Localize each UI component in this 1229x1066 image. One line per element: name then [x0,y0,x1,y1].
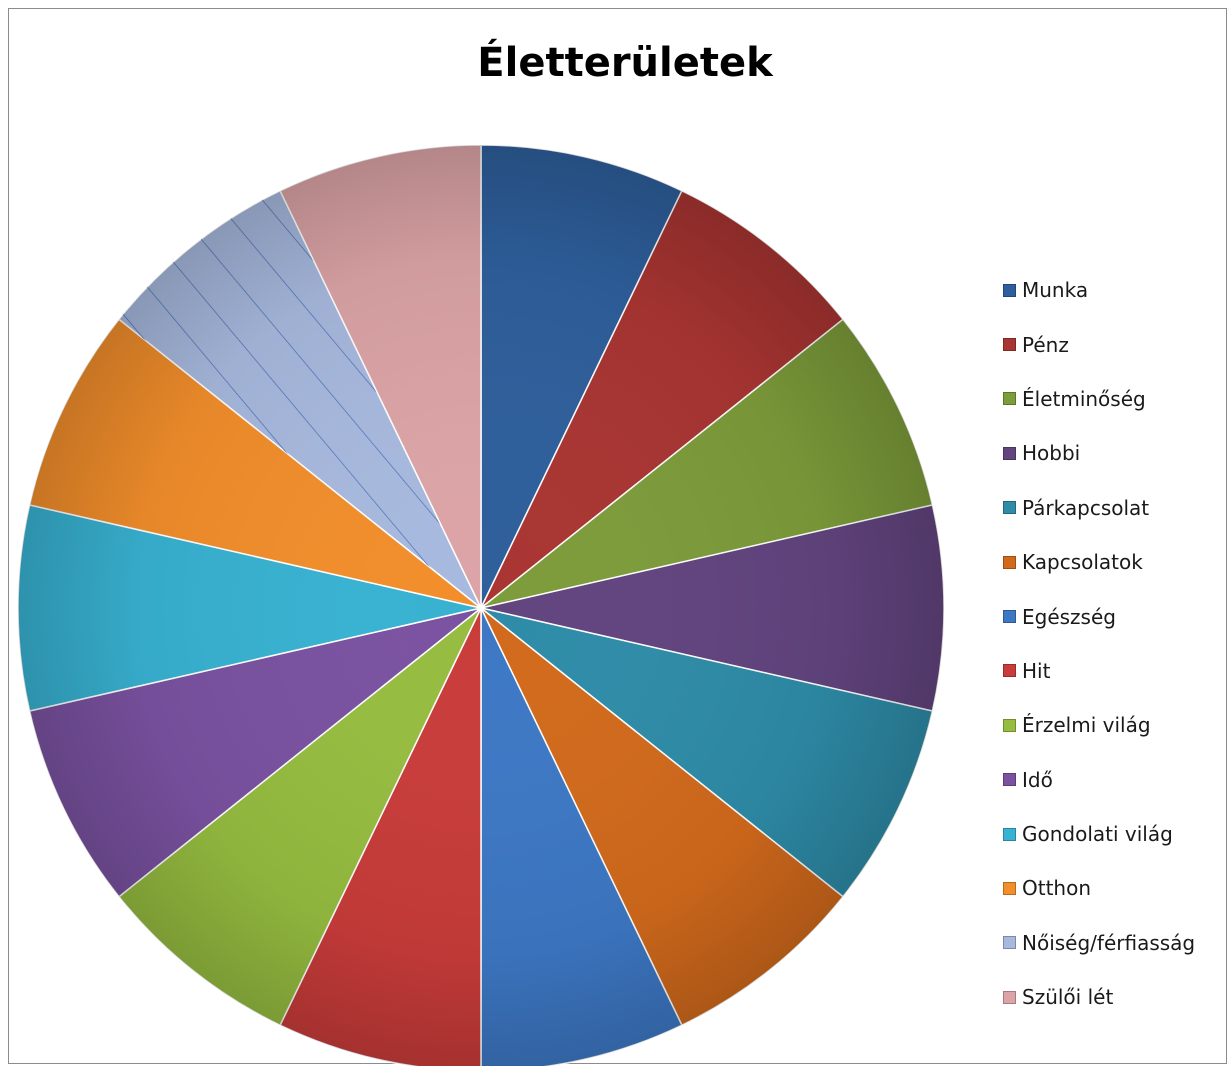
legend-label: Szülői lét [1022,985,1114,1010]
legend-item-hit: Hit [1003,644,1195,698]
chart-title: Életterületek [477,40,773,86]
legend-label: Nőiség/férfiasság [1022,930,1196,955]
legend-item-egeszseg: Egészség [1003,589,1195,643]
legend-item-erzelmi-vilag: Érzelmi világ [1003,698,1195,752]
legend-item-hobbi: Hobbi [1003,426,1195,480]
legend-item-gondolati-vilag: Gondolati világ [1003,807,1195,861]
legend-swatch [1003,555,1016,569]
legend-swatch [1003,392,1016,406]
legend-item-parkapcsolat: Párkapcsolat [1003,481,1195,535]
legend-item-otthon: Otthon [1003,861,1195,915]
legend-swatch [1003,827,1016,841]
legend-swatch [1003,990,1016,1004]
legend-item-eletminoseg: Életminőség [1003,372,1195,426]
legend-swatch [1003,936,1016,950]
legend-label: Érzelmi világ [1022,713,1151,738]
legend-swatch [1003,610,1016,624]
legend-item-penz: Pénz [1003,317,1195,371]
legend-label: Egészség [1022,604,1116,629]
legend-label: Hit [1022,658,1051,683]
legend-swatch [1003,446,1016,460]
legend-label: Párkapcsolat [1022,495,1150,520]
legend-item-noiseg-ferfiassag: Nőiség/férfiasság [1003,916,1195,970]
legend-swatch [1003,718,1016,732]
legend-label: Életminőség [1022,386,1146,411]
legend-swatch [1003,338,1016,352]
legend-label: Idő [1022,767,1053,792]
legend-swatch [1003,881,1016,895]
legend-swatch [1003,773,1016,787]
legend-label: Gondolati világ [1022,822,1173,847]
legend-label: Pénz [1022,332,1069,357]
legend-label: Hobbi [1022,441,1081,466]
legend-label: Otthon [1022,876,1092,901]
legend-swatch [1003,664,1016,678]
legend-label: Kapcsolatok [1022,550,1143,575]
legend-item-kapcsolatok: Kapcsolatok [1003,535,1195,589]
legend-swatch [1003,283,1016,297]
legend-item-munka: Munka [1003,263,1195,317]
legend: Munka Pénz Életminőség Hobbi Párkapcsolat Kap… [1003,263,1195,1024]
legend-item-ido: Idő [1003,753,1195,807]
legend-swatch [1003,501,1016,515]
legend-item-szuloi-let: Szülői lét [1003,970,1195,1024]
legend-label: Munka [1022,278,1089,303]
